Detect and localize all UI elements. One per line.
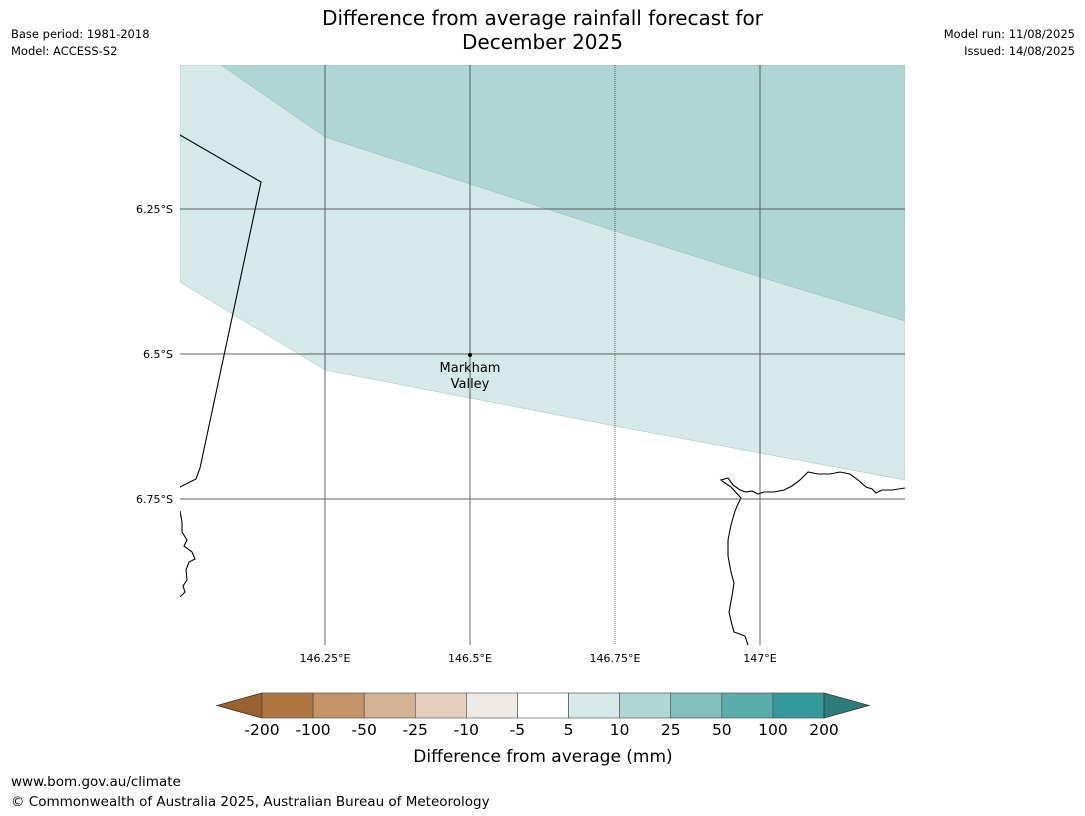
issued-text: Issued: 14/08/2025 — [964, 44, 1075, 58]
colorbar-tick-label: -200 — [244, 721, 279, 739]
model-run-text: Model run: 11/08/2025 — [943, 27, 1075, 41]
lat-label-6-25: 6.25°S — [136, 203, 173, 216]
lon-label-146-75: 146.75°E — [590, 652, 641, 665]
colorbar-swatch — [261, 692, 314, 719]
border-line — [180, 134, 262, 488]
colorbar-tick-label: 50 — [712, 721, 732, 739]
colorbar-tick-label: 5 — [564, 721, 574, 739]
title-line-1: Difference from average rainfall forecas… — [322, 6, 763, 30]
lon-label-147: 147°E — [743, 652, 776, 665]
colorbar-tick-label: -100 — [295, 721, 330, 739]
meta-left: Base period: 1981-2018 Model: ACCESS-S2 — [11, 26, 150, 60]
colorbar-tick-label: 200 — [809, 721, 839, 739]
colorbar-swatch — [772, 692, 825, 719]
colorbar-label: Difference from average (mm) — [413, 747, 672, 767]
place-marker — [468, 353, 472, 357]
colorbar-tick-label: 100 — [758, 721, 788, 739]
colorbar-tick-label: 10 — [610, 721, 630, 739]
colorbar-swatch — [517, 692, 569, 719]
colorbar-tick-label: -10 — [454, 721, 479, 739]
coastline-west — [180, 510, 196, 598]
coastlines — [180, 134, 905, 645]
chart-title: Difference from average rainfall forecas… — [0, 6, 1085, 54]
coastline-east — [719, 471, 905, 645]
colorbar-swatch — [721, 692, 774, 719]
colorbar-tick-label: -5 — [510, 721, 525, 739]
colorbar-swatch — [363, 692, 416, 719]
meta-right: Model run: 11/08/2025 Issued: 14/08/2025 — [944, 26, 1075, 60]
rain-zone-10-to-25 — [220, 65, 905, 322]
lon-label-146-25: 146.25°E — [300, 652, 351, 665]
map-area — [180, 65, 905, 645]
colorbar-tick-label: -25 — [403, 721, 428, 739]
title-line-2: December 2025 — [462, 30, 623, 54]
base-period-text: Base period: 1981-2018 — [11, 27, 150, 41]
colorbar-tick-label: -50 — [352, 721, 377, 739]
colorbar-ticks: -200 -100 -50 -25 -10 -5 5 10 25 50 100 200 — [244, 721, 838, 739]
colorbar-swatch — [414, 692, 467, 719]
colorbar-swatch — [568, 692, 620, 719]
colorbar-swatch — [670, 692, 723, 719]
place-label-line-1: Markham — [440, 361, 501, 376]
model-text: Model: ACCESS-S2 — [11, 44, 118, 58]
colorbar-arrow-low — [215, 692, 263, 719]
lat-label-6-75: 6.75°S — [136, 493, 173, 506]
colorbar-swatch — [619, 692, 672, 719]
footer-copyright: © Commonwealth of Australia 2025, Austra… — [11, 794, 490, 810]
colorbar-swatch — [312, 692, 365, 719]
colorbar-swatch — [466, 692, 518, 719]
colorbar: -200 -100 -50 -25 -10 -5 5 10 25 50 100 200 Differe… — [215, 692, 871, 767]
colorbar-tick-label: 25 — [661, 721, 681, 739]
colorbar-arrow-high — [823, 692, 871, 719]
lon-label-146-5: 146.5°E — [448, 652, 492, 665]
lat-label-6-5: 6.5°S — [143, 348, 173, 361]
colorbar-swatches — [261, 692, 825, 719]
footer-url: www.bom.gov.au/climate — [11, 774, 181, 790]
place-label-line-2: Valley — [451, 377, 490, 392]
